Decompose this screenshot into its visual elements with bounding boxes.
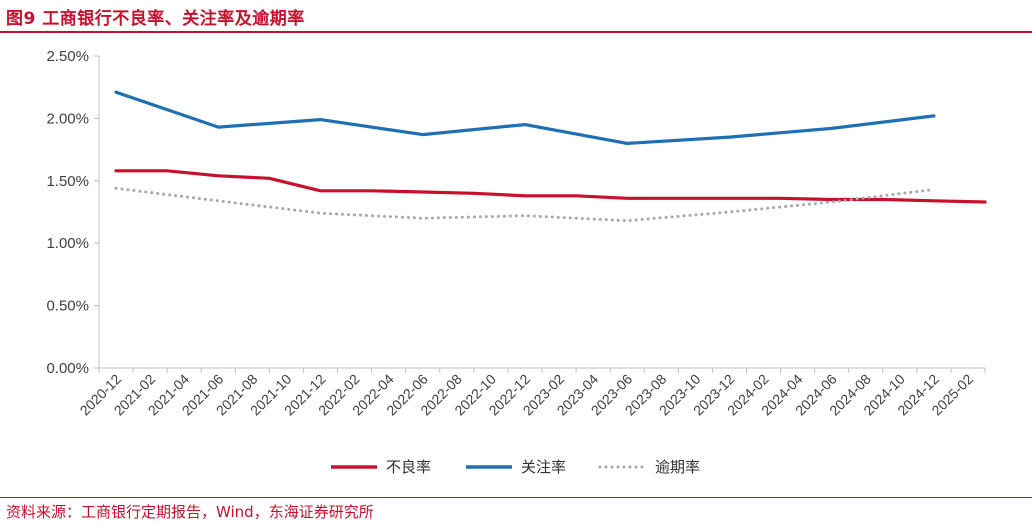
y-tick-label: 0.50%	[46, 298, 89, 315]
figure-title: 图9 工商银行不良率、关注率及逾期率	[6, 9, 305, 29]
y-tick-label: 1.50%	[46, 173, 89, 190]
y-axis: 0.00% 0.50% 1.00% 1.50% 2.00% 2.50%	[46, 48, 100, 377]
source-note: 资料来源：工商银行定期报告，Wind，东海证券研究所	[6, 503, 374, 521]
series-line-3	[114, 186, 936, 223]
series-line-2	[114, 90, 936, 146]
y-tick-label: 1.00%	[46, 235, 89, 252]
legend-label-3: 逾期率	[655, 458, 700, 476]
legend-label-1: 不良率	[386, 458, 431, 476]
legend: 不良率 关注率 逾期率	[331, 458, 700, 476]
y-tick-label: 0.00%	[46, 360, 89, 377]
series-layer	[114, 90, 987, 223]
series-line-1	[114, 169, 987, 204]
line-chart: 0.00% 0.50% 1.00% 1.50% 2.00% 2.50% 2020-1220…	[46, 48, 987, 476]
x-axis: 2020-122021-022021-042021-062021-082021-…	[77, 367, 986, 418]
title-divider	[0, 31, 1032, 33]
source-divider	[0, 497, 1032, 498]
legend-label-2: 关注率	[521, 458, 566, 476]
y-tick-label: 2.50%	[46, 48, 89, 65]
y-tick-label: 2.00%	[46, 110, 89, 127]
